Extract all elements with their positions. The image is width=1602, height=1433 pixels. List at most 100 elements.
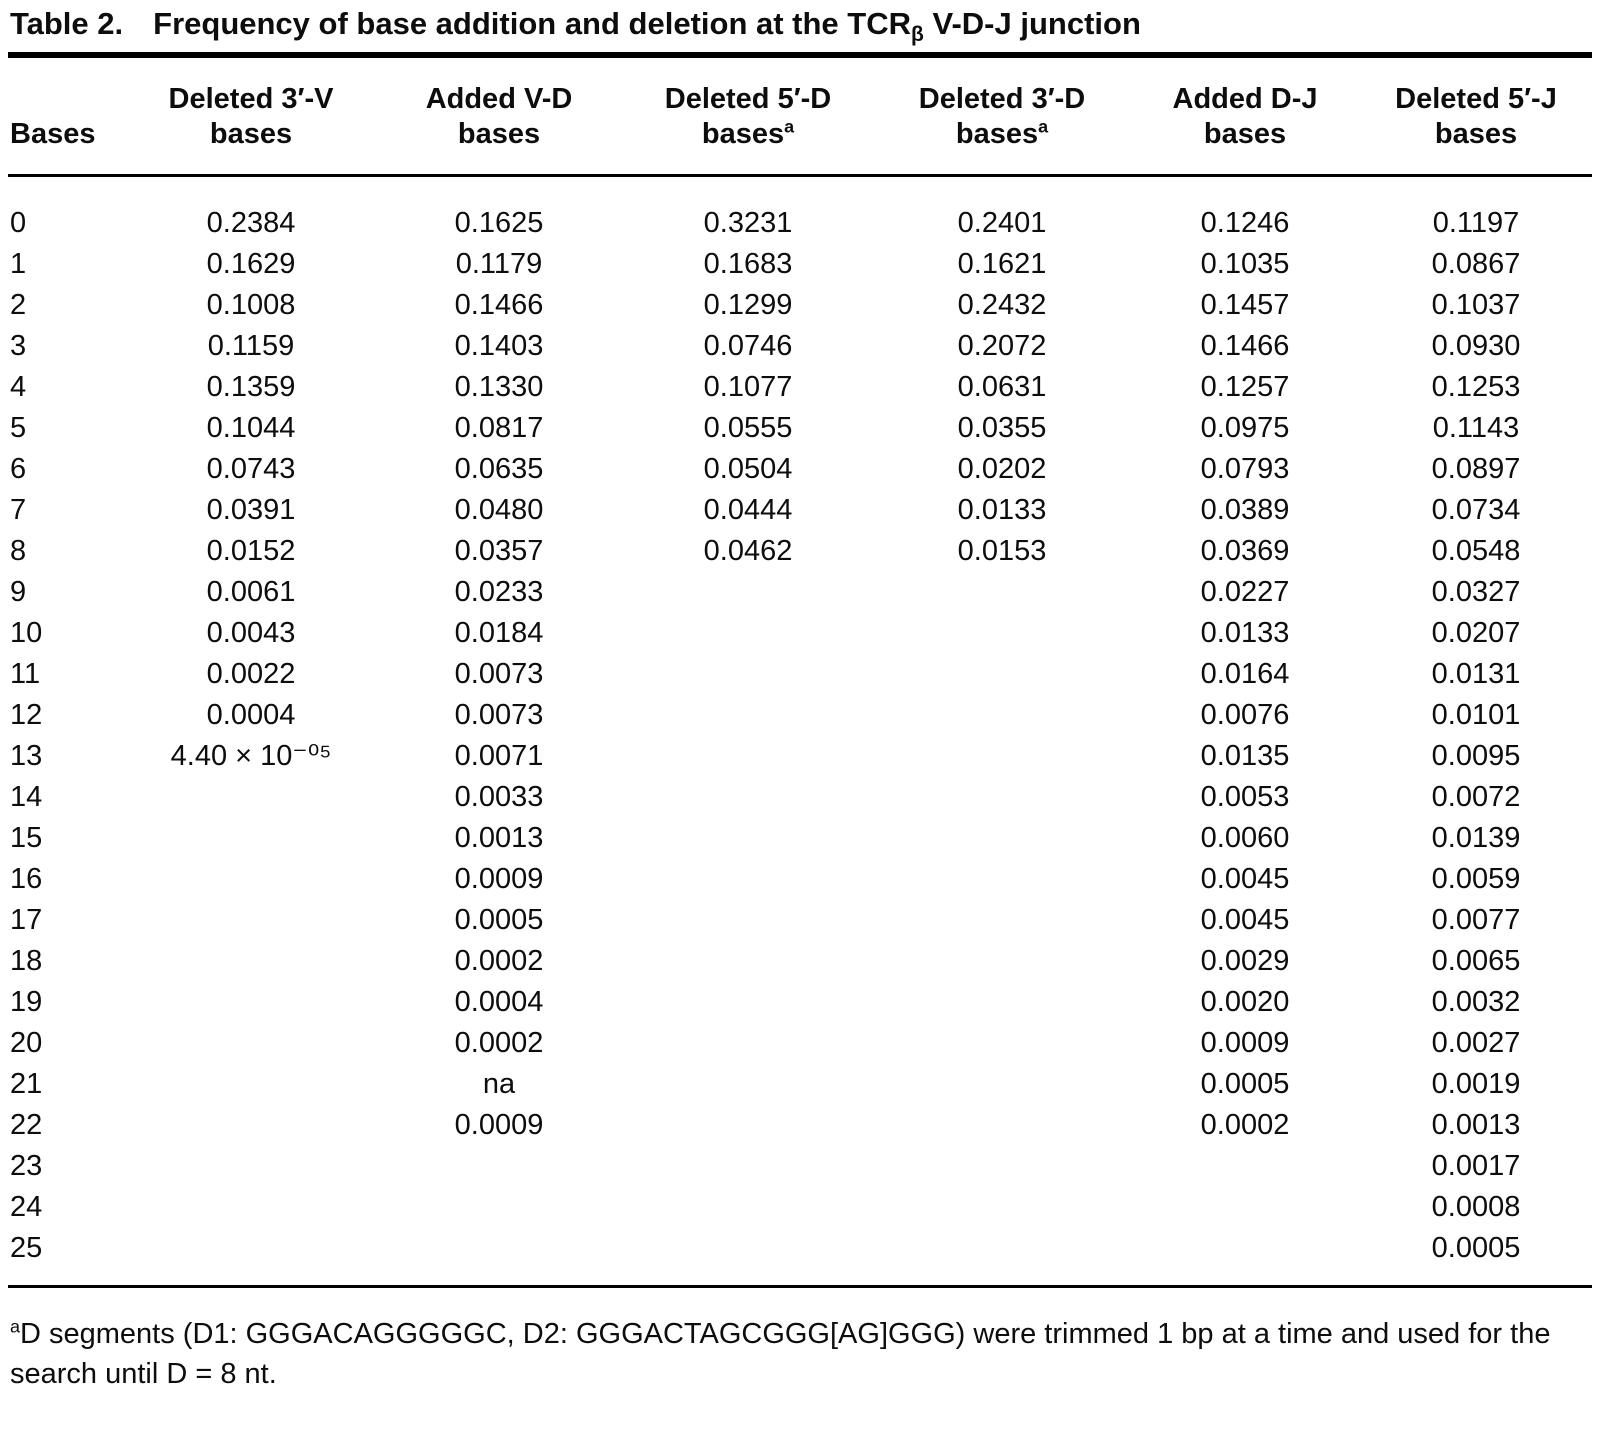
frequency-table: Bases Deleted 3′-V bases Added V-D bases Dele… [8,58,1592,1288]
value-cell: 0.0327 [1431,576,1521,608]
value-cell [622,613,874,654]
value-cell [376,1187,622,1228]
table-caption: Table 2. Frequency of base addition and d… [8,2,1592,58]
value-cell: 0.0369 [1200,535,1290,567]
value-cell: 0.0073 [454,658,544,690]
value-cell: 0.0005 [1431,1232,1521,1264]
value-cell [622,1023,874,1064]
bases-cell: 14 [10,781,43,813]
table-title: Frequency of base addition and deletion … [153,6,1141,47]
value-cell: 0.0164 [1200,658,1290,690]
value-cell: 0.0027 [1431,1027,1521,1059]
value-cell: 0.0013 [454,822,544,854]
value-cell: 0.1466 [454,289,544,321]
value-cell: na [482,1068,516,1100]
value-cell: 0.0555 [703,412,793,444]
bases-cell: 13 [10,740,43,772]
value-cell [874,1105,1130,1146]
table-row: 21 na 0.0005 0.0019 [8,1064,1592,1105]
table-row: 11 0.0022 0.0073 0.0164 0.0131 [8,654,1592,695]
table-body: 0 0.2384 0.1625 0.3231 0.2401 0.1246 0.1197 1 0.… [8,176,1592,1287]
value-cell [622,736,874,777]
value-cell: 0.0444 [703,494,793,526]
value-cell [874,1228,1130,1287]
table-row: 7 0.0391 0.0480 0.0444 0.0133 0.0389 0.0734 [8,490,1592,531]
value-cell [874,654,1130,695]
value-cell [126,900,376,941]
table-row: 14 0.0033 0.0053 0.0072 [8,777,1592,818]
value-cell: 0.0004 [206,699,296,731]
table-row: 19 0.0004 0.0020 0.0032 [8,982,1592,1023]
value-cell: 0.0071 [454,740,544,772]
column-header: Added V-D bases [425,83,573,150]
table-number: Table 2. [10,6,124,41]
value-cell: 0.0207 [1431,617,1521,649]
value-cell: 0.3231 [703,207,793,239]
value-cell: 0.0233 [454,576,544,608]
value-cell: 0.0022 [206,658,296,690]
value-cell: 0.1143 [1432,412,1520,444]
page: Table 2. Frequency of base addition and d… [8,2,1592,1394]
value-cell: 0.0135 [1200,740,1290,772]
value-cell: 0.1621 [957,248,1047,280]
value-cell: 0.0504 [703,453,793,485]
value-cell [126,1228,376,1287]
bases-cell: 24 [10,1191,43,1223]
bases-cell: 21 [10,1068,43,1100]
value-cell: 0.0059 [1431,863,1521,895]
value-cell: 0.0153 [957,535,1047,567]
value-cell: 0.0002 [454,1027,544,1059]
table-row: 10 0.0043 0.0184 0.0133 0.0207 [8,613,1592,654]
value-cell: 0.1159 [207,330,295,362]
value-cell [874,572,1130,613]
value-cell: 0.0077 [1431,904,1521,936]
value-cell: 0.0975 [1200,412,1290,444]
value-cell: 0.0133 [1200,617,1290,649]
value-cell: 0.1359 [206,371,296,403]
value-cell: 0.0139 [1431,822,1521,854]
table-header: Bases Deleted 3′-V bases Added V-D bases Dele… [8,58,1592,176]
value-cell: 0.0017 [1431,1150,1521,1182]
bases-cell: 16 [10,863,43,895]
value-cell [126,1146,376,1187]
value-cell [126,818,376,859]
value-cell: 0.1037 [1431,289,1521,321]
value-cell: 0.0072 [1431,781,1521,813]
value-cell [622,1146,874,1187]
bases-cell: 10 [10,617,43,649]
value-cell [126,1105,376,1146]
table-row: 5 0.1044 0.0817 0.0555 0.0355 0.0975 0.1143 [8,408,1592,449]
value-cell [622,859,874,900]
footnote: aD segments (D1: GGGACAGGGGGC, D2: GGGAC… [8,1314,1592,1394]
value-cell: 0.0389 [1200,494,1290,526]
value-cell: 0.0009 [454,1109,544,1141]
value-cell: 0.1683 [703,248,793,280]
header-footnote-marker: a [784,116,795,137]
value-cell [622,818,874,859]
column-header: Deleted 3′-V bases [168,83,334,150]
bases-cell: 22 [10,1109,43,1141]
header-footnote-marker: a [1038,116,1049,137]
column-header: Deleted 3′-D basesa [918,83,1086,150]
bases-cell: 20 [10,1027,43,1059]
value-cell: 0.0743 [206,453,296,485]
value-cell: 0.0009 [1200,1027,1290,1059]
value-cell: 0.0462 [703,535,793,567]
value-cell: 0.0002 [454,945,544,977]
value-cell: 0.0817 [454,412,544,444]
value-cell [126,1064,376,1105]
bases-cell: 7 [10,494,27,526]
value-cell: 0.0391 [206,494,296,526]
value-cell: 0.0002 [1200,1109,1290,1141]
value-cell: 0.0631 [957,371,1047,403]
value-cell [622,777,874,818]
value-cell [874,1146,1130,1187]
value-cell [622,654,874,695]
value-cell: 0.0061 [206,576,296,608]
value-cell: 0.1044 [206,412,296,444]
value-cell: 0.0202 [957,453,1047,485]
value-cell: 0.1403 [454,330,544,362]
table-row: 1 0.1629 0.1179 0.1683 0.1621 0.1035 0.0867 [8,244,1592,285]
column-header: Bases [10,118,96,150]
value-cell [126,1023,376,1064]
